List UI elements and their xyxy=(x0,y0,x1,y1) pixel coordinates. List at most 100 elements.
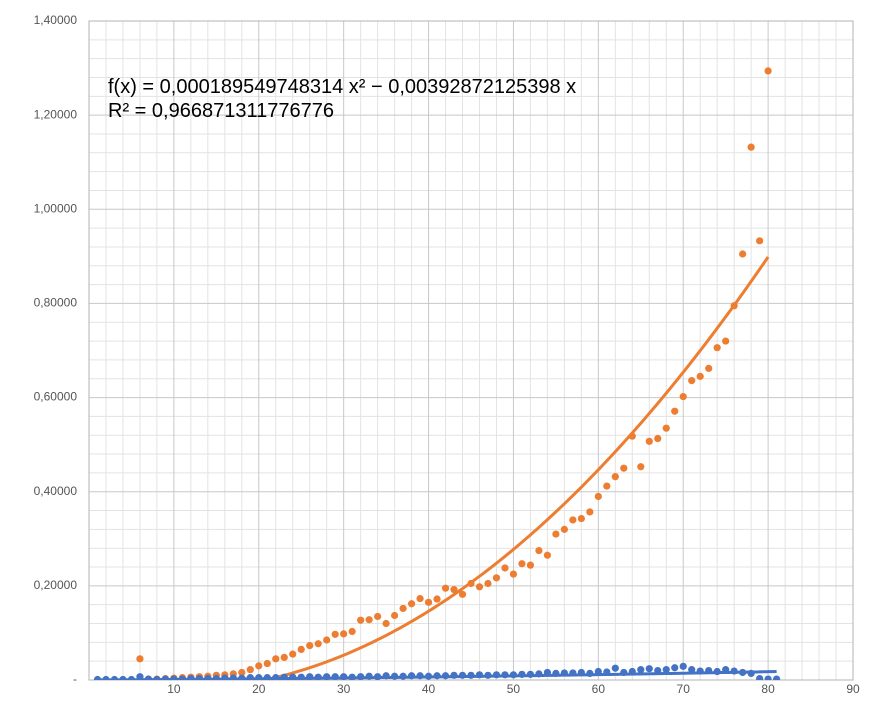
point xyxy=(272,655,280,663)
point xyxy=(543,551,552,559)
point xyxy=(348,627,356,636)
point xyxy=(391,672,399,680)
point xyxy=(705,364,713,372)
point xyxy=(475,583,484,591)
plot-border xyxy=(88,20,854,681)
point xyxy=(340,630,348,638)
point xyxy=(382,672,390,680)
trendline xyxy=(257,256,770,680)
point xyxy=(136,655,144,663)
point xyxy=(526,561,535,569)
point xyxy=(399,604,407,613)
point xyxy=(586,508,594,516)
y-tick-label: - xyxy=(73,672,77,686)
point xyxy=(492,671,501,679)
point xyxy=(357,673,365,680)
point xyxy=(297,645,305,654)
point xyxy=(730,667,738,675)
point xyxy=(246,666,254,674)
point xyxy=(450,586,458,594)
point xyxy=(696,372,704,380)
point xyxy=(671,407,679,415)
point xyxy=(628,667,636,676)
point xyxy=(441,584,450,592)
point xyxy=(552,669,560,678)
x-tick-label: 50 xyxy=(507,682,521,696)
point xyxy=(433,672,441,680)
point xyxy=(238,674,246,680)
point xyxy=(722,337,730,345)
point xyxy=(458,671,467,679)
y-tick-label: 0,80000 xyxy=(34,296,78,310)
point xyxy=(331,673,339,680)
point xyxy=(654,666,662,675)
x-tick-label: 60 xyxy=(592,682,606,696)
point xyxy=(407,672,416,680)
point xyxy=(501,671,509,679)
point xyxy=(543,668,552,677)
point xyxy=(535,546,543,555)
point xyxy=(560,669,568,677)
point xyxy=(424,672,433,680)
point xyxy=(620,464,628,472)
point xyxy=(492,574,501,582)
point xyxy=(518,560,526,568)
point xyxy=(645,665,653,673)
plot-marks xyxy=(93,67,781,680)
point xyxy=(314,673,322,680)
point xyxy=(645,437,653,445)
point xyxy=(662,666,670,674)
point xyxy=(722,666,730,674)
point xyxy=(365,616,373,624)
point xyxy=(255,674,263,680)
point xyxy=(467,671,475,679)
y-tick-label: 1,20000 xyxy=(34,107,78,121)
point xyxy=(458,590,467,598)
point xyxy=(416,672,424,680)
point xyxy=(365,672,373,680)
point xyxy=(221,674,229,680)
point xyxy=(102,675,110,680)
point xyxy=(577,514,585,523)
y-tick-label: 0,40000 xyxy=(34,484,78,498)
point xyxy=(280,653,288,662)
point xyxy=(501,564,509,572)
point xyxy=(382,619,390,628)
point xyxy=(306,673,314,680)
point xyxy=(696,667,704,675)
point xyxy=(535,670,543,678)
point xyxy=(340,673,348,680)
point xyxy=(127,675,136,680)
x-tick-label: 70 xyxy=(677,682,691,696)
point xyxy=(662,424,670,432)
x-tick-label: 40 xyxy=(422,682,436,696)
point xyxy=(161,675,169,680)
point xyxy=(136,673,144,680)
point xyxy=(110,675,119,680)
y-tick-label: 0,20000 xyxy=(34,578,78,592)
point xyxy=(637,463,645,471)
point xyxy=(594,667,602,676)
point xyxy=(620,668,628,677)
point xyxy=(314,640,322,648)
point xyxy=(705,666,713,675)
point xyxy=(263,659,271,668)
point xyxy=(611,473,619,481)
point xyxy=(569,516,577,524)
point xyxy=(713,344,721,352)
point xyxy=(424,598,433,606)
point xyxy=(263,674,271,680)
point xyxy=(654,434,662,443)
labels: - 0,20000 0,40000 0,60000 0,80000 1,00000 1,20… xyxy=(34,13,860,696)
point xyxy=(611,664,619,672)
x-tick-label: 30 xyxy=(337,682,351,696)
trendline-equation: f(x) = 0,000189549748314 x² − 0,00392872… xyxy=(108,76,576,98)
point xyxy=(637,666,645,674)
point xyxy=(331,630,339,638)
point xyxy=(441,672,450,680)
point xyxy=(679,393,687,401)
point xyxy=(747,669,755,678)
y-tick-label: 1,00000 xyxy=(34,201,78,215)
point xyxy=(306,642,314,650)
